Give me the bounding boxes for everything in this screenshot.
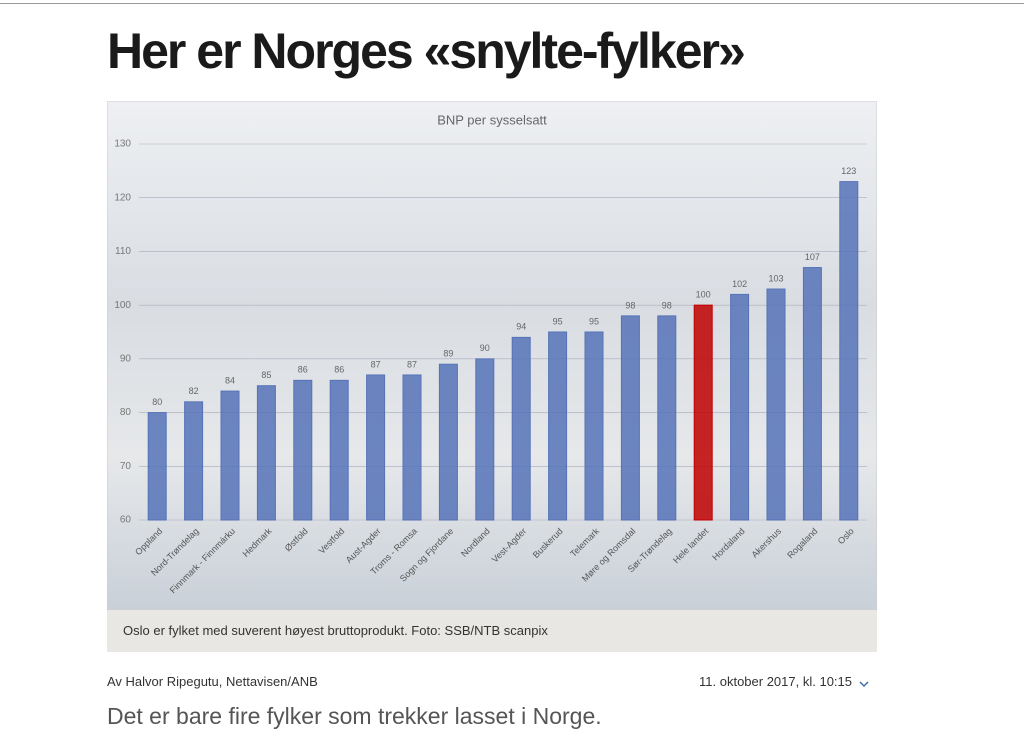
date: 11. oktober 2017, kl. 10:15 [699,674,852,689]
y-tick-label: 90 [120,353,132,364]
y-tick-label: 110 [115,246,131,257]
expand-icon[interactable] [858,678,870,690]
bar [693,304,713,521]
headline: Her er Norges «snylte-fylker» [107,23,746,79]
bar [475,358,495,521]
data-label: 102 [732,279,747,289]
y-tick-label: 80 [120,407,132,418]
data-label: 87 [407,359,417,369]
bar [511,336,531,521]
bar [256,385,276,521]
bar [620,315,640,521]
data-label: 107 [805,252,820,262]
bar [839,181,859,521]
y-tick-label: 70 [120,461,132,472]
bar [184,401,204,521]
bar [657,315,677,521]
data-label: 98 [625,300,635,310]
chart-title: BNP per sysselsatt [437,112,547,127]
bar [366,374,386,521]
bar [220,390,240,521]
data-label: 103 [768,273,783,283]
y-tick-label: 120 [114,192,131,203]
data-label: 86 [334,365,344,375]
data-label: 123 [841,166,856,176]
data-label: 87 [371,359,381,369]
data-label: 98 [662,300,672,310]
bar [548,331,568,521]
data-label: 84 [225,375,235,385]
caption: Oslo er fylket med suverent høyest brutt… [107,610,877,652]
data-label: 85 [261,370,271,380]
y-tick-label: 130 [114,139,131,150]
bar [293,379,313,521]
lead: Det er bare fire fylker som trekker lass… [107,703,602,729]
data-label: 100 [696,290,711,300]
bar [766,288,786,521]
bar [802,267,822,521]
data-label: 86 [298,365,308,375]
bar [584,331,604,521]
byline: Av Halvor Ripegutu, Nettavisen/ANB [107,674,318,689]
bar [329,379,349,521]
top-rule [0,3,1024,4]
data-label: 80 [152,397,162,407]
chart: BNP per sysselsatt 60 70 80 90 100 110 120 130 8… [107,101,877,610]
bar [402,374,422,521]
data-label: 82 [189,386,199,396]
y-tick-label: 100 [114,300,131,311]
bar [438,363,458,521]
data-label: 89 [443,349,453,359]
data-label: 90 [480,343,490,353]
bar [147,412,167,521]
bar [730,293,750,521]
data-label: 95 [589,316,599,326]
data-label: 95 [553,316,563,326]
y-tick-label: 60 [120,515,132,526]
data-label: 94 [516,322,526,332]
